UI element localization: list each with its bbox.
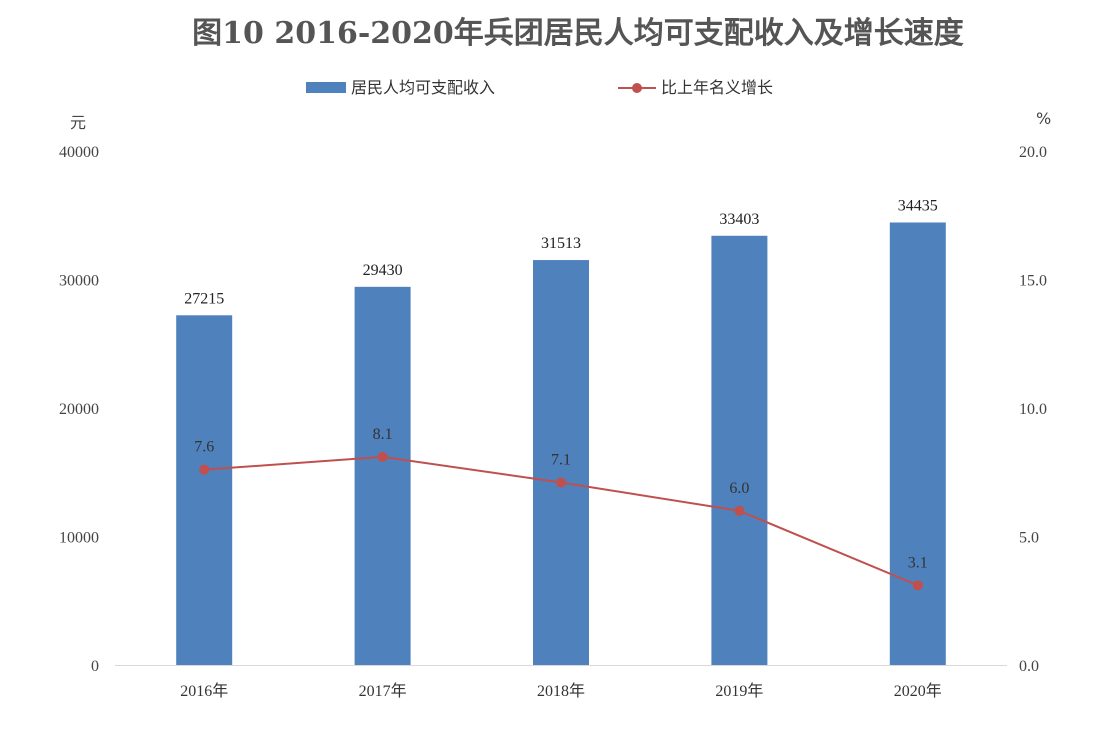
bar: [711, 235, 768, 665]
growth-value-labels: 7.6 8.1 7.1 6.0 3.1: [194, 426, 928, 572]
legend: 居民人均可支配收入 比上年名义增长: [306, 78, 773, 97]
legend-swatch-income: [306, 82, 346, 93]
x-category-label: 2016年: [180, 682, 228, 700]
growth-point: [556, 477, 566, 488]
left-axis-unit: 元: [70, 113, 86, 132]
growth-point: [912, 580, 923, 591]
legend-item-income: 居民人均可支配收入: [306, 78, 495, 97]
right-axis-ticks: 0.0 5.0 10.0 15.0 20.0: [1019, 144, 1047, 675]
x-category-label: 2017年: [359, 682, 407, 700]
left-axis-ticks: 0 10000 20000 30000 40000: [59, 144, 99, 675]
left-tick-label: 20000: [59, 401, 99, 418]
bar-value-label: 34435: [898, 198, 938, 215]
right-tick-label: 0.0: [1019, 658, 1039, 675]
legend-label-growth: 比上年名义增长: [661, 78, 773, 97]
left-tick-label: 40000: [59, 144, 99, 161]
left-tick-label: 10000: [59, 530, 99, 547]
bar: [354, 286, 411, 665]
right-tick-label: 10.0: [1019, 401, 1047, 418]
bar-value-label: 29430: [363, 262, 403, 279]
growth-value-label: 3.1: [908, 554, 928, 571]
bar: [889, 222, 946, 665]
x-category-label: 2019年: [715, 682, 763, 700]
chart-title: 图10 2016-2020年兵团居民人均可支配收入及增长速度: [192, 16, 964, 51]
right-tick-label: 20.0: [1019, 144, 1047, 161]
right-tick-label: 15.0: [1019, 273, 1047, 290]
x-category-label: 2018年: [537, 682, 585, 700]
x-category-label: 2020年: [894, 682, 942, 700]
left-tick-label: 30000: [59, 273, 99, 290]
bar-value-label: 33403: [719, 211, 759, 228]
bar-value-labels: 27215 29430 31513 33403 34435: [184, 198, 938, 308]
legend-marker-growth: [632, 83, 642, 93]
bar-series: [176, 222, 946, 665]
growth-value-label: 8.1: [373, 426, 393, 443]
growth-points: [199, 451, 923, 591]
legend-item-growth: 比上年名义增长: [618, 78, 773, 97]
growth-value-label: 7.1: [551, 452, 571, 469]
growth-value-label: 7.6: [194, 439, 214, 456]
legend-label-income: 居民人均可支配收入: [351, 78, 495, 97]
growth-point: [199, 464, 210, 475]
left-tick-label: 0: [91, 658, 99, 675]
right-tick-label: 5.0: [1019, 530, 1039, 547]
bar: [176, 315, 233, 665]
x-axis-categories: 2016年 2017年 2018年 2019年 2020年: [180, 682, 942, 700]
bar: [533, 260, 589, 665]
bar-value-label: 27215: [184, 290, 224, 307]
growth-point: [377, 451, 388, 462]
right-axis-unit: %: [1036, 109, 1051, 128]
growth-point: [734, 505, 745, 516]
growth-value-label: 6.0: [729, 480, 749, 497]
bar-value-label: 31513: [541, 235, 581, 252]
